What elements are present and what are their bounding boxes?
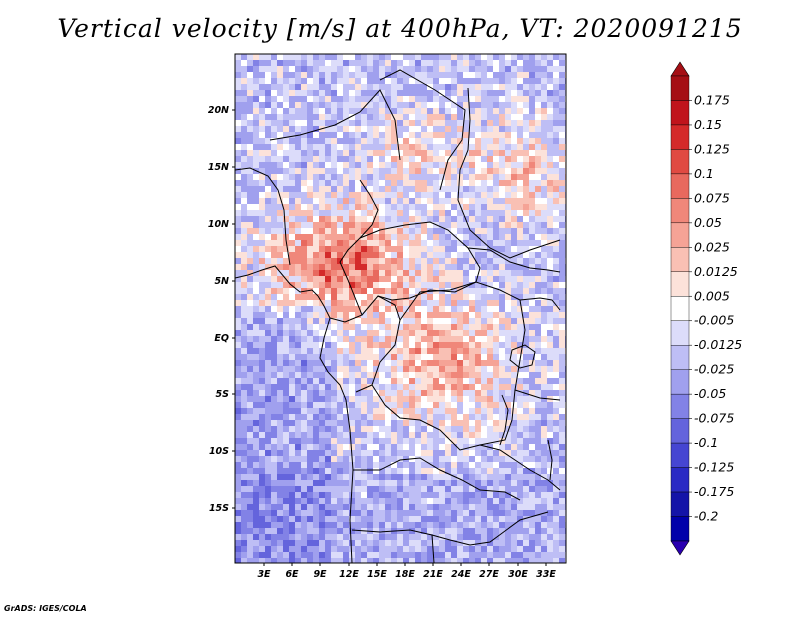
lon-tick-label: 21E: [423, 569, 443, 580]
colorbar-over-arrow: [670, 61, 690, 77]
border-cameroon: [329, 261, 363, 323]
colorbar-segment: [670, 418, 690, 444]
border-drc: [371, 281, 526, 451]
colorbar-label: 0.05: [694, 215, 722, 230]
colorbar-segment: [670, 222, 690, 248]
colorbar-label: -0.005: [694, 313, 734, 328]
lat-tick-label: 10N: [208, 219, 229, 230]
colorbar-segment: [670, 491, 690, 517]
colorbar-label: 0.075: [694, 190, 730, 205]
border-west-africa: [235, 167, 291, 266]
colorbar-label: -0.025: [694, 362, 734, 377]
colorbar-segment: [670, 369, 690, 395]
border-angola: [353, 457, 521, 501]
colorbar-segment: [670, 467, 690, 493]
colorbar-label: 0.025: [694, 239, 730, 254]
lon-tick-label: 15E: [367, 569, 387, 580]
border-namibia: [351, 511, 549, 546]
lat-tick-label: 15S: [209, 503, 229, 514]
colorbar-segment: [670, 149, 690, 175]
lat-tick-label: 20N: [208, 105, 229, 116]
border-congo: [355, 295, 401, 393]
lat-tick-label: 5N: [214, 276, 229, 287]
lon-tick-label: 27E: [479, 569, 499, 580]
colorbar-segment: [670, 320, 690, 346]
border-botswana: [431, 534, 435, 563]
longitude-axis: 3E 6E 9E 12E 15E 18E 21E 24E 27E 30E 33E: [257, 563, 556, 580]
lat-tick-label: 5S: [216, 389, 230, 400]
colorbar-segment: [670, 442, 690, 468]
colorbar-label: -0.05: [694, 386, 726, 401]
colorbar-label: -0.125: [694, 460, 734, 475]
border-libya-chad: [379, 69, 466, 191]
border-south-sudan: [467, 247, 561, 273]
lake-malawi: [547, 439, 553, 481]
lake-tanganyika: [499, 394, 509, 446]
lat-tick-label: 15N: [208, 162, 229, 173]
lon-tick-label: 9E: [313, 569, 327, 580]
colorbar-segment: [670, 345, 690, 370]
colorbar-label: -0.1: [694, 435, 718, 450]
border-tanzania: [514, 389, 561, 401]
colorbar: 0.175 0.15 0.125 0.1 0.075 0.05 0.025 0.0125 0.0…: [670, 61, 742, 556]
lon-tick-label: 18E: [395, 569, 415, 580]
lat-tick-label: EQ: [214, 333, 229, 344]
colorbar-label: 0.1: [694, 166, 714, 181]
colorbar-under-arrow: [670, 540, 690, 556]
colorbar-segment: [670, 100, 690, 126]
map-frame: [234, 53, 567, 564]
colorbar-label: 0.125: [694, 141, 730, 156]
lon-tick-label: 12E: [339, 569, 359, 580]
lon-tick-label: 24E: [451, 569, 471, 580]
lat-tick-label: 10S: [209, 446, 229, 457]
colorbar-label: -0.175: [694, 484, 734, 499]
colorbar-segment: [670, 75, 690, 101]
border-uganda: [519, 297, 561, 311]
lon-tick-label: 3E: [257, 569, 271, 580]
colorbar-label: 0.175: [694, 92, 730, 107]
country-borders: [235, 69, 561, 563]
colorbar-segment: [670, 516, 690, 542]
lake-victoria: [509, 344, 536, 369]
colorbar-label: 0.0125: [694, 264, 738, 279]
colorbar-label: 0.005: [694, 288, 730, 303]
lon-tick-label: 30E: [508, 569, 528, 580]
colorbar-label: -0.2: [694, 509, 718, 524]
colorbar-segment: [670, 198, 690, 224]
lon-tick-label: 6E: [285, 569, 299, 580]
latitude-axis: 20N 15N 10N 5N EQ 5S 10S 15S: [208, 105, 235, 514]
border-sudan: [457, 87, 561, 259]
colorbar-label: 0.15: [694, 117, 722, 132]
colorbar-label: -0.0125: [694, 337, 742, 352]
colorbar-segment: [670, 124, 690, 150]
colorbar-segment: [670, 271, 690, 297]
colorbar-segment: [670, 296, 690, 321]
lon-tick-label: 33E: [536, 569, 556, 580]
velocity-field: [235, 54, 566, 563]
border-chad: [339, 179, 379, 263]
colorbar-segment: [670, 247, 690, 272]
border-niger: [269, 89, 401, 161]
border-zambia: [479, 444, 561, 491]
grads-credit: GrADS: IGES/COLA: [4, 604, 87, 613]
colorbar-segment: [670, 173, 690, 199]
colorbar-label: -0.075: [694, 411, 734, 426]
chart-title: Vertical velocity [m/s] at 400hPa, VT: 2…: [57, 14, 743, 43]
colorbar-segment: [670, 393, 690, 419]
border-car: [359, 221, 481, 301]
